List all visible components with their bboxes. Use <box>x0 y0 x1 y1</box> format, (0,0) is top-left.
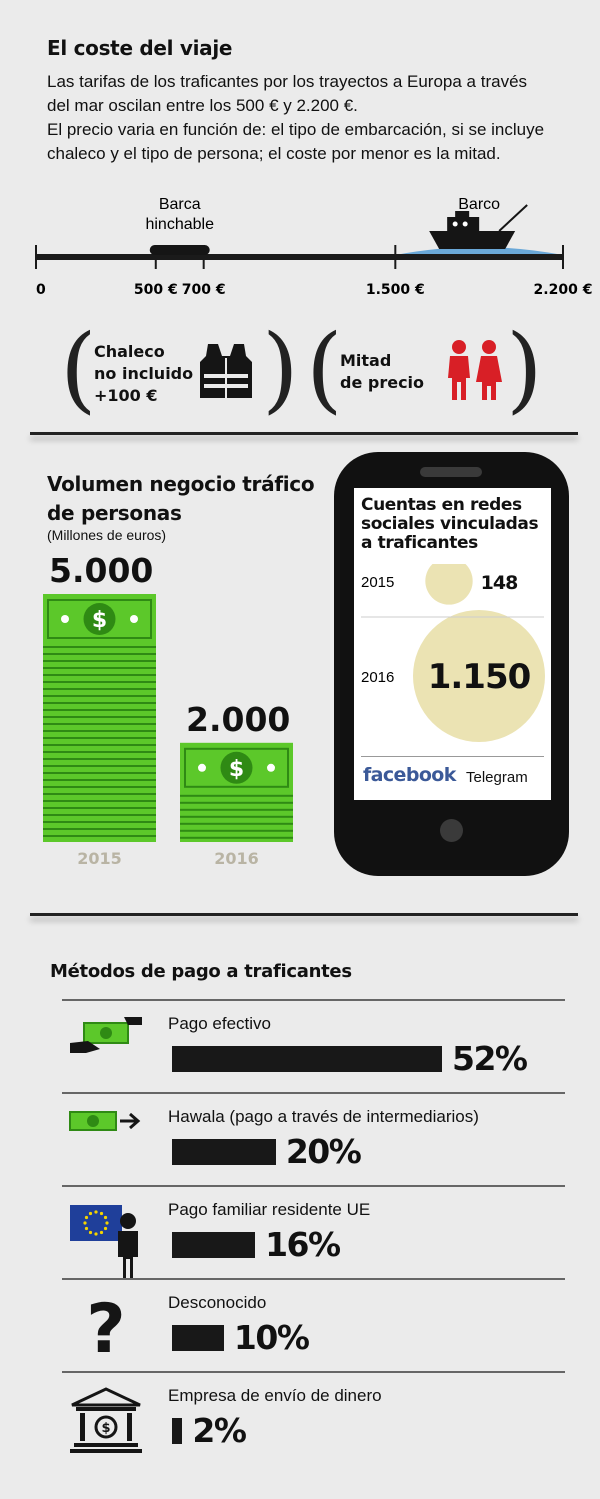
timeline-tick-label: 700 € <box>182 282 226 298</box>
payment-row-separator <box>62 1185 565 1187</box>
social-bubble <box>425 564 473 605</box>
social-accounts-chart: 2015 148 2016 1.150 <box>361 564 545 742</box>
timeline-tick-label: 2.200 € <box>534 282 593 298</box>
payment-method-label: Pago familiar residente UE <box>168 1200 371 1219</box>
business-title: Volumen negocio tráfico de personas <box>47 472 315 525</box>
business-value-label: 5.000 <box>49 551 153 590</box>
payment-title: Métodos de pago a traficantes <box>50 961 352 982</box>
payment-bar <box>172 1325 224 1351</box>
payment-method-label: Desconocido <box>168 1293 267 1312</box>
left-paren-2: ( <box>306 315 343 424</box>
payment-row-separator <box>62 1278 565 1280</box>
section-divider <box>30 913 578 916</box>
svg-text:?: ? <box>86 1292 125 1362</box>
intro-line: chaleco y el tipo de persona; el coste p… <box>47 144 501 163</box>
timeline-axis <box>36 254 563 260</box>
eu-person-icon <box>66 1199 146 1279</box>
section-divider <box>30 432 578 435</box>
business-volume-chart: $5.000 2015 $2.000 2016 <box>43 551 293 868</box>
telegram-label: Telegram <box>466 769 528 786</box>
money-stack-bar: $ <box>180 742 293 842</box>
payment-method-label: Hawala (pago a través de intermediarios) <box>168 1107 479 1126</box>
social-title: Cuentas en redes sociales vinculadas a t… <box>361 495 539 553</box>
right-paren-2: ) <box>506 315 543 424</box>
right-paren: ) <box>262 315 299 424</box>
payment-row-separator <box>62 1371 565 1373</box>
business-year-label: 2015 <box>77 849 122 868</box>
cash-hand-icon <box>66 1013 146 1087</box>
timeline-tick <box>35 245 37 269</box>
trip-intro: Las tarifas de los traficantes por los t… <box>47 70 587 166</box>
phone-home-button <box>440 819 463 842</box>
social-year-label: 2015 <box>361 574 394 591</box>
question-icon: ? <box>66 1290 146 1369</box>
timeline-tick <box>394 245 397 269</box>
cash-transfer-icon <box>66 1106 146 1180</box>
price-timeline: 0 500 €700 € 1.500 € 2.200 € Barca hinchable B… <box>35 196 593 298</box>
timeline-tick-label: 1.500 € <box>366 282 425 298</box>
payment-method-label: Empresa de envío de dinero <box>168 1386 382 1405</box>
dinghy-icon <box>149 245 210 255</box>
vest-option-text: Chaleco no incluido +100 € <box>94 342 194 405</box>
boat-icon <box>429 204 528 249</box>
range-label: Barco <box>458 196 500 213</box>
timeline-tick-label: 0 <box>36 282 46 298</box>
life-vest-icon <box>200 344 252 398</box>
payment-row-separator <box>62 999 565 1001</box>
payment-bar <box>172 1046 442 1072</box>
business-value-label: 2.000 <box>186 700 290 739</box>
bank-icon: $ <box>66 1385 146 1459</box>
screen-separator <box>361 756 544 757</box>
payment-bar <box>172 1232 256 1258</box>
payment-method-label: Pago efectivo <box>168 1014 272 1033</box>
svg-text:$: $ <box>92 608 107 633</box>
payment-bar <box>172 1418 183 1444</box>
business-year-label: 2016 <box>214 849 259 868</box>
business-unit: (Millones de euros) <box>47 527 167 543</box>
money-stack-bar: $ <box>43 594 156 842</box>
timeline-tick-label: 500 € <box>134 282 178 298</box>
timeline-tick <box>562 245 564 269</box>
timeline-tick <box>202 245 205 269</box>
intro-line: del mar oscilan entre los 500 € y 2.200 … <box>47 96 358 115</box>
payment-percent-label: 20% <box>285 1132 362 1171</box>
payment-percent-label: 10% <box>233 1318 310 1357</box>
children-icon <box>448 340 502 400</box>
payment-bar <box>172 1139 276 1165</box>
payment-methods-list: Pago efectivo 52% Hawala (pago a través de… <box>0 995 600 1475</box>
timeline-tick <box>154 245 157 269</box>
payment-percent-label: 52% <box>452 1039 528 1078</box>
svg-text:$: $ <box>101 1421 110 1436</box>
half-price-option-text: Mitad de precio <box>340 351 425 392</box>
phone-screen: Cuentas en redes sociales vinculadas a t… <box>354 488 551 800</box>
social-value-label: 148 <box>481 572 518 594</box>
facebook-logo: facebook <box>363 764 456 786</box>
left-paren: ( <box>60 315 97 424</box>
range-label: Barca <box>159 196 201 213</box>
social-year-label: 2016 <box>361 669 394 686</box>
social-value-label: 1.150 <box>428 657 531 697</box>
trip-title: El coste del viaje <box>47 36 233 60</box>
intro-line: El precio varia en función de: el tipo d… <box>47 120 545 139</box>
payment-percent-label: 16% <box>265 1225 341 1264</box>
range-label: hinchable <box>145 216 214 233</box>
payment-row-separator <box>62 1092 565 1094</box>
payment-percent-label: 2% <box>192 1411 247 1450</box>
svg-text:$: $ <box>229 757 244 782</box>
phone-speaker <box>420 467 482 477</box>
water-shape <box>395 247 563 255</box>
social-bubble <box>413 610 545 742</box>
intro-line: Las tarifas de los traficantes por los t… <box>47 72 528 91</box>
